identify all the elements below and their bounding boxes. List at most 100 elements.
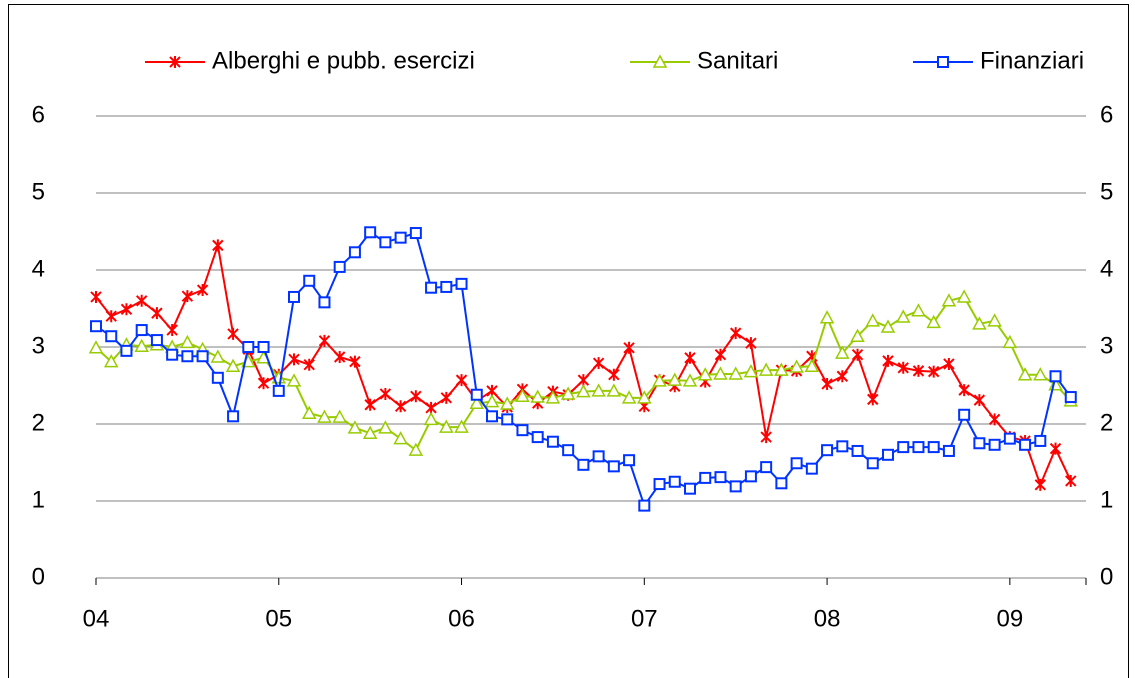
data-point: [606, 383, 622, 397]
data-point: [318, 296, 331, 309]
data-point: [973, 437, 986, 450]
data-point: [851, 444, 864, 457]
data-point: [926, 314, 941, 329]
data-point: [988, 413, 1001, 426]
data-point: [850, 328, 865, 342]
y-tick-label: 6: [32, 101, 45, 128]
data-point: [819, 310, 835, 324]
data-point: [576, 384, 591, 398]
data-point: [714, 348, 727, 361]
data-point: [775, 477, 788, 490]
y-tick-label: 1: [32, 486, 45, 513]
data-point: [760, 431, 772, 444]
data-point: [134, 338, 149, 352]
data-point: [682, 373, 698, 387]
data-point: [227, 410, 240, 423]
data-point: [897, 361, 909, 374]
data-point: [1065, 474, 1077, 487]
data-point: [196, 284, 209, 297]
data-point: [851, 348, 864, 361]
data-point: [1002, 334, 1018, 349]
data-point: [637, 390, 652, 404]
data-point: [836, 440, 849, 453]
data-point: [181, 290, 194, 303]
data-point: [364, 398, 376, 411]
data-point: [303, 358, 315, 371]
data-point: [455, 374, 468, 387]
data-point: [379, 387, 392, 400]
data-point: [103, 354, 119, 368]
data-point: [927, 365, 940, 378]
data-point: [394, 400, 407, 413]
data-point: [425, 281, 438, 294]
data-point: [638, 499, 651, 512]
data-point: [942, 444, 955, 457]
data-point: [836, 370, 849, 383]
data-point: [941, 293, 957, 307]
data-point: [912, 364, 925, 377]
data-point: [867, 393, 879, 406]
legend-marker: [937, 56, 949, 68]
data-point: [988, 438, 1001, 451]
data-point: [90, 290, 102, 303]
data-point: [728, 366, 743, 380]
data-point: [272, 384, 285, 397]
data-point: [912, 441, 925, 454]
data-point: [120, 303, 133, 316]
data-point: [1017, 367, 1033, 381]
data-point: [592, 357, 605, 370]
data-point: [560, 386, 576, 400]
data-point: [880, 319, 896, 333]
data-point: [347, 420, 363, 434]
x-tick-label: 08: [814, 605, 841, 632]
data-point: [333, 260, 346, 273]
data-point: [545, 390, 561, 404]
data-point: [758, 362, 774, 376]
data-point: [486, 410, 498, 423]
data-point: [210, 349, 226, 363]
data-point: [789, 359, 804, 373]
data-point: [409, 227, 422, 240]
data-point: [288, 290, 300, 303]
series-line: [95, 245, 1072, 488]
data-point: [440, 280, 453, 293]
data-point: [866, 457, 879, 470]
data-point: [1033, 367, 1048, 381]
data-point: [745, 337, 757, 350]
data-point: [499, 396, 515, 410]
data-point: [180, 334, 195, 349]
data-point: [607, 460, 620, 473]
data-point: [410, 390, 422, 403]
x-tick-label: 09: [996, 605, 1023, 632]
data-point: [364, 226, 377, 239]
data-point: [956, 289, 972, 303]
data-point: [958, 408, 971, 421]
data-point: [608, 368, 620, 381]
data-point: [394, 231, 407, 244]
data-point: [927, 441, 940, 454]
data-point: [895, 309, 911, 323]
data-point: [623, 341, 635, 354]
y2-tick-label: 4: [1100, 255, 1113, 282]
data-point: [105, 310, 117, 323]
data-point: [257, 341, 270, 353]
data-point: [987, 313, 1002, 327]
data-point: [225, 358, 241, 372]
data-point: [882, 448, 894, 461]
legend-marker: [169, 56, 181, 68]
data-point: [805, 462, 818, 475]
data-point: [592, 450, 605, 463]
data-point: [440, 391, 453, 404]
data-point: [516, 424, 529, 437]
data-point: [439, 419, 454, 433]
data-point: [1049, 442, 1062, 455]
data-point: [1034, 434, 1047, 447]
data-point: [911, 303, 926, 317]
x-tick-label: 04: [83, 605, 110, 632]
data-point: [897, 441, 910, 454]
data-point: [714, 471, 727, 484]
data-point: [470, 388, 483, 401]
data-point: [501, 413, 514, 426]
data-point: [667, 372, 683, 386]
